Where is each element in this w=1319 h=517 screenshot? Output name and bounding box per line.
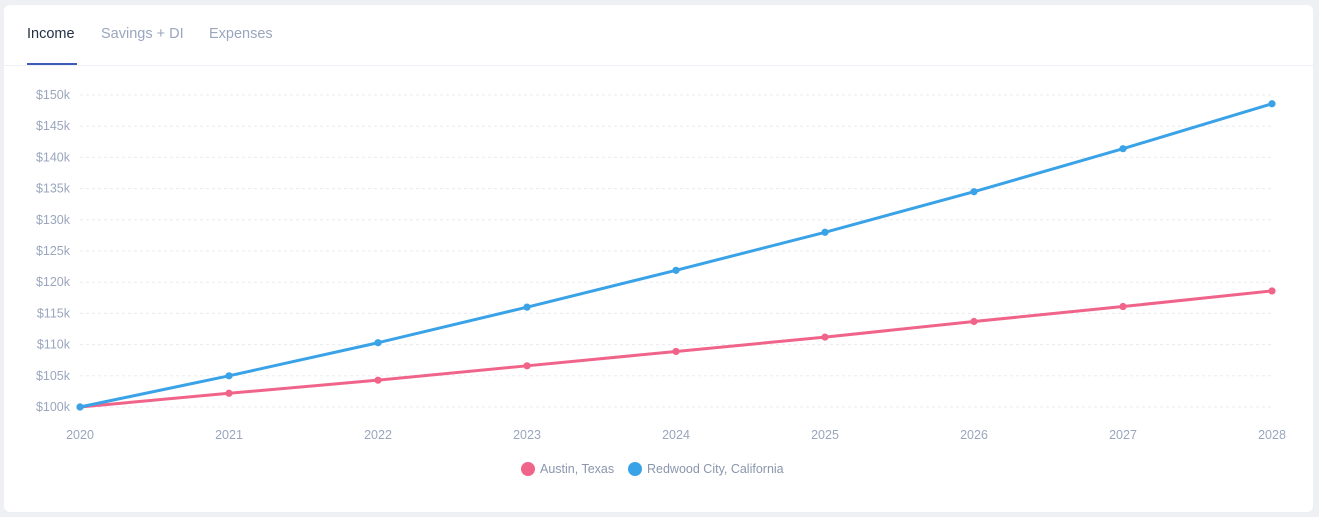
tab-savings-di[interactable]: Savings + DI [101,26,184,42]
x-tick-label: 2026 [960,428,988,442]
legend-item-redwood[interactable]: Redwood City, California [628,462,784,476]
data-point-redwood [970,188,978,196]
y-tick-label: $130k [36,213,71,227]
data-point-austin [225,389,233,397]
data-point-austin [970,317,978,326]
y-tick-label: $140k [36,150,71,164]
y-tick-label: $145k [36,119,71,133]
data-point-austin [374,376,382,384]
y-tick-label: $105k [36,369,71,383]
y-tick-label: $125k [36,244,71,258]
active-tab-indicator [27,63,77,65]
x-tick-label: 2024 [662,428,690,442]
data-point-austin [821,333,829,341]
y-tick-label: $135k [36,182,71,196]
data-point-redwood [76,403,84,411]
legend-item-austin[interactable]: Austin, Texas [521,462,614,476]
x-tick-label: 2027 [1109,428,1137,442]
chart-card: Income Savings + DI Expenses $100k $105k $… [4,5,1313,512]
y-tick-label: $120k [36,275,71,289]
data-point-austin [523,362,531,370]
y-tick-label: $110k [37,338,71,352]
data-point-austin [1268,287,1276,295]
legend-marker-austin [521,462,535,476]
data-point-redwood [374,339,382,347]
data-point-redwood [523,303,531,311]
data-point-austin [1119,302,1127,311]
income-line-chart: $100k $105k $110k $115k $120k $125k $130k $135k… [36,88,1286,442]
x-tick-label: 2020 [66,428,94,442]
y-tick-label: $150k [36,88,71,102]
series-line-redwood [78,102,1274,409]
data-point-redwood [672,266,680,274]
tab-income[interactable]: Income [27,26,75,42]
legend-label-redwood: Redwood City, California [647,462,784,476]
x-tick-label: 2028 [1258,428,1286,442]
x-tick-label: 2022 [364,428,392,442]
tab-bar: Income Savings + DI Expenses [4,5,1313,66]
legend-label-austin: Austin, Texas [540,462,615,476]
x-tick-label: 2025 [811,428,839,442]
y-tick-label: $100k [36,400,71,414]
legend-marker-redwood [628,462,642,476]
y-tick-label: $115k [37,306,71,320]
data-point-austin [672,347,680,356]
data-point-redwood [225,372,233,380]
data-point-redwood [1119,145,1127,153]
chart-legend: Austin, Texas Redwood City, California [4,462,1313,482]
x-tick-label: 2023 [513,428,541,442]
x-tick-label: 2021 [215,428,243,442]
data-point-redwood [1268,100,1276,108]
data-point-redwood [821,228,829,236]
tab-expenses[interactable]: Expenses [209,26,273,42]
